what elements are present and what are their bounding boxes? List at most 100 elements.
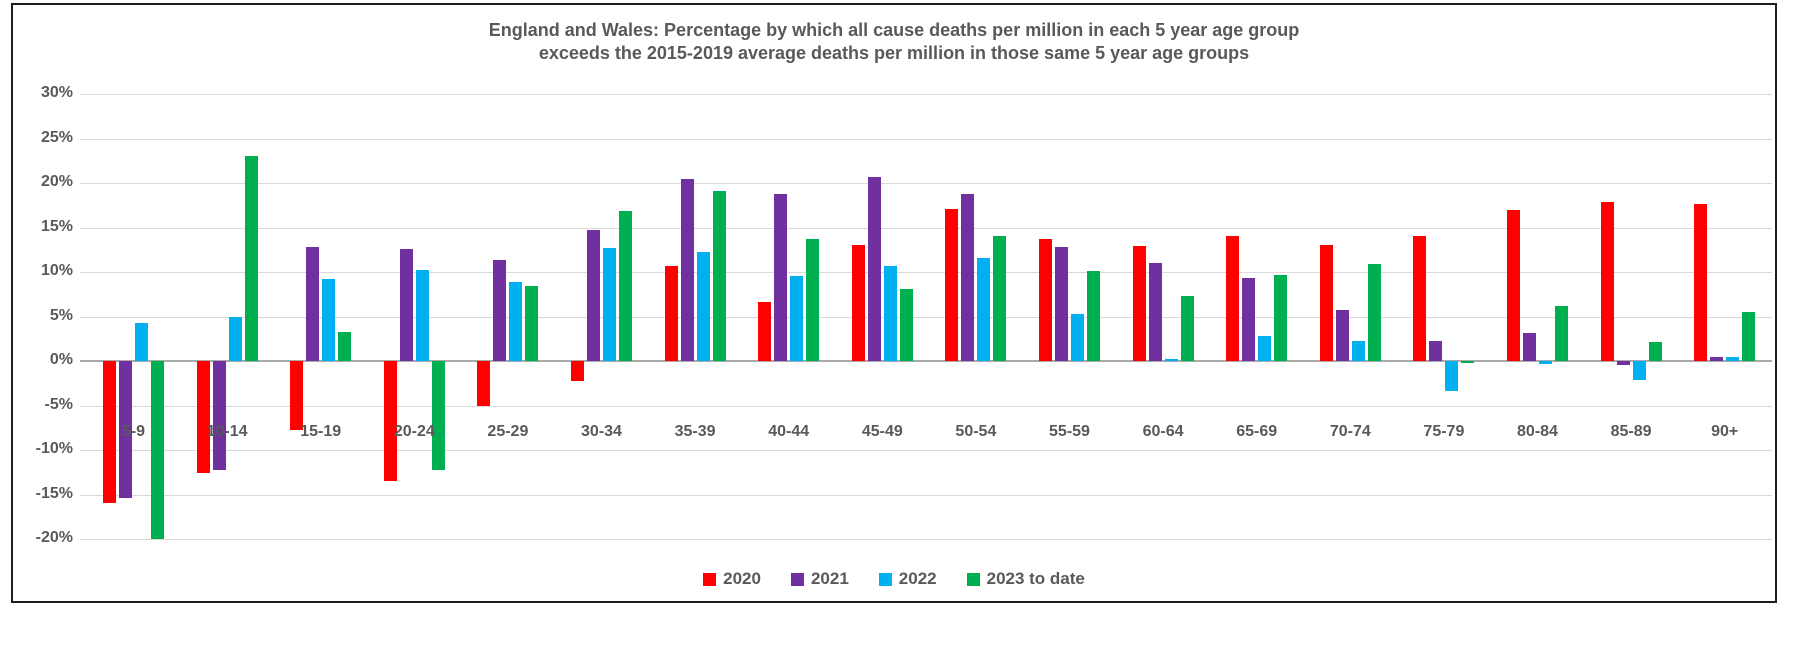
- legend: 2020 2021 2022 2023 to date: [13, 569, 1775, 589]
- gridline: [80, 316, 1772, 318]
- gridline: [80, 94, 1772, 95]
- bar-2023-to-date-70-74: [1367, 263, 1381, 361]
- y-axis-tick-label: -20%: [35, 529, 73, 546]
- x-axis-label: 30-34: [581, 423, 622, 440]
- bar-2021-65-69: [1242, 278, 1256, 361]
- bar-2022-5-9: [135, 322, 148, 361]
- bar-2020-40-44: [758, 302, 772, 361]
- bar-2023-to-date-5-9: [151, 361, 164, 539]
- y-axis-tick-label: 25%: [40, 128, 73, 146]
- bar-2023-to-date-50-54: [993, 236, 1007, 361]
- bar-2021-35-39: [680, 178, 694, 361]
- x-axis-label: 40-44: [768, 423, 810, 440]
- bar-2021-40-44: [774, 193, 788, 361]
- x-axis-label: 55-59: [1049, 423, 1090, 440]
- gridline: [80, 450, 1772, 451]
- gridline: [80, 405, 1772, 407]
- bar-2020-50-54: [945, 208, 959, 361]
- bar-2022-85-89: [1632, 361, 1646, 380]
- x-axis-label: 10-14: [206, 423, 248, 440]
- bar-2021-10-14: [212, 361, 226, 470]
- x-axis-label: 85-89: [1610, 423, 1652, 440]
- bar-2021-45-49: [867, 176, 881, 361]
- bar-2020-70-74: [1319, 245, 1333, 361]
- bar-2023-to-date-85-89: [1648, 342, 1662, 361]
- bar-2022-60-64: [1164, 359, 1178, 361]
- bar-2020-20-24: [383, 361, 397, 482]
- legend-marker: [966, 572, 980, 586]
- chart: England and Wales: Percentage by which a…: [11, 3, 1777, 603]
- y-axis-tick-label: -10%: [35, 440, 73, 457]
- gridline: [80, 227, 1772, 229]
- bar-2021-70-74: [1335, 310, 1349, 361]
- legend-label: 2022: [898, 569, 937, 588]
- x-axis-label: 70-74: [1329, 423, 1371, 440]
- bar-2020-25-29: [477, 361, 491, 406]
- bar-2023-to-date-35-39: [712, 191, 726, 361]
- bar-2023-to-date-75-79: [1461, 361, 1475, 363]
- bar-2022-20-24: [415, 270, 429, 361]
- bar-2020-45-49: [851, 245, 865, 361]
- legend-marker: [878, 572, 892, 586]
- y-axis-tick-label: 5%: [49, 306, 73, 324]
- bar-2023-to-date-55-59: [1087, 271, 1100, 361]
- x-axis-label: 80-84: [1517, 423, 1558, 440]
- y-axis-tick-label: 30%: [40, 84, 73, 101]
- gridline: [80, 494, 1772, 496]
- bar-2023-to-date-15-19: [338, 331, 352, 361]
- bar-2023-to-date-10-14: [244, 156, 258, 361]
- gridline: [80, 138, 1772, 140]
- bar-2021-15-19: [306, 247, 320, 361]
- bar-2020-80-84: [1507, 209, 1520, 361]
- bar-2021-20-24: [399, 248, 413, 361]
- bar-2022-90+: [1726, 356, 1740, 361]
- bar-2022-70-74: [1351, 341, 1365, 361]
- bar-2020-75-79: [1413, 235, 1427, 361]
- x-axis-label: 90+: [1711, 423, 1739, 440]
- legend-label: 2023 to date: [986, 569, 1085, 588]
- x-axis-label: 75-79: [1423, 423, 1465, 440]
- bar-2022-80-84: [1539, 361, 1552, 364]
- x-axis-label: 25-29: [487, 423, 529, 440]
- bar-2021-30-34: [587, 230, 600, 361]
- x-axis-label: 20-24: [393, 423, 435, 440]
- bar-2023-to-date-45-49: [899, 288, 913, 361]
- x-axis-label: 50-54: [955, 423, 997, 440]
- bar-2023-to-date-25-29: [525, 286, 539, 361]
- bar-2020-5-9: [103, 361, 116, 504]
- legend-marker: [703, 572, 717, 586]
- bar-2021-50-54: [961, 193, 975, 361]
- bar-2020-85-89: [1600, 201, 1614, 361]
- legend-item-2022: 2022: [878, 569, 937, 589]
- bar-2020-35-39: [664, 265, 678, 361]
- bar-2022-35-39: [696, 252, 710, 361]
- bar-2023-to-date-30-34: [619, 210, 632, 361]
- x-axis-label: 15-19: [300, 423, 342, 440]
- bar-2020-15-19: [290, 361, 304, 430]
- x-axis-label: 45-49: [861, 423, 903, 440]
- bar-2023-to-date-60-64: [1180, 296, 1194, 361]
- gridline: [80, 183, 1772, 184]
- legend-label: 2020: [723, 569, 761, 588]
- bar-2022-65-69: [1258, 336, 1272, 361]
- legend-item-2020: 2020: [703, 569, 761, 589]
- legend-label: 2021: [810, 569, 849, 588]
- y-axis-tick-label: 0%: [49, 351, 73, 368]
- bar-2021-60-64: [1148, 263, 1162, 361]
- bar-2021-5-9: [119, 361, 132, 499]
- bar-2020-10-14: [196, 361, 210, 474]
- y-axis-tick-label: 20%: [40, 173, 73, 190]
- bar-2022-55-59: [1071, 313, 1084, 361]
- bar-2020-65-69: [1226, 235, 1240, 361]
- bar-2022-25-29: [509, 281, 523, 361]
- bar-2022-10-14: [228, 316, 242, 361]
- legend-item-2023-to-date: 2023 to date: [966, 569, 1085, 589]
- bar-2022-40-44: [790, 275, 804, 361]
- chart-title: England and Wales: Percentage by which a…: [13, 19, 1775, 65]
- chart-title-line-2: exceeds the 2015-2019 average deaths per…: [538, 43, 1250, 63]
- bar-2021-85-89: [1616, 361, 1630, 366]
- gridline: [80, 272, 1772, 273]
- bar-2021-55-59: [1055, 247, 1068, 361]
- bar-2022-15-19: [322, 279, 336, 361]
- y-axis-tick-label: -15%: [35, 484, 73, 502]
